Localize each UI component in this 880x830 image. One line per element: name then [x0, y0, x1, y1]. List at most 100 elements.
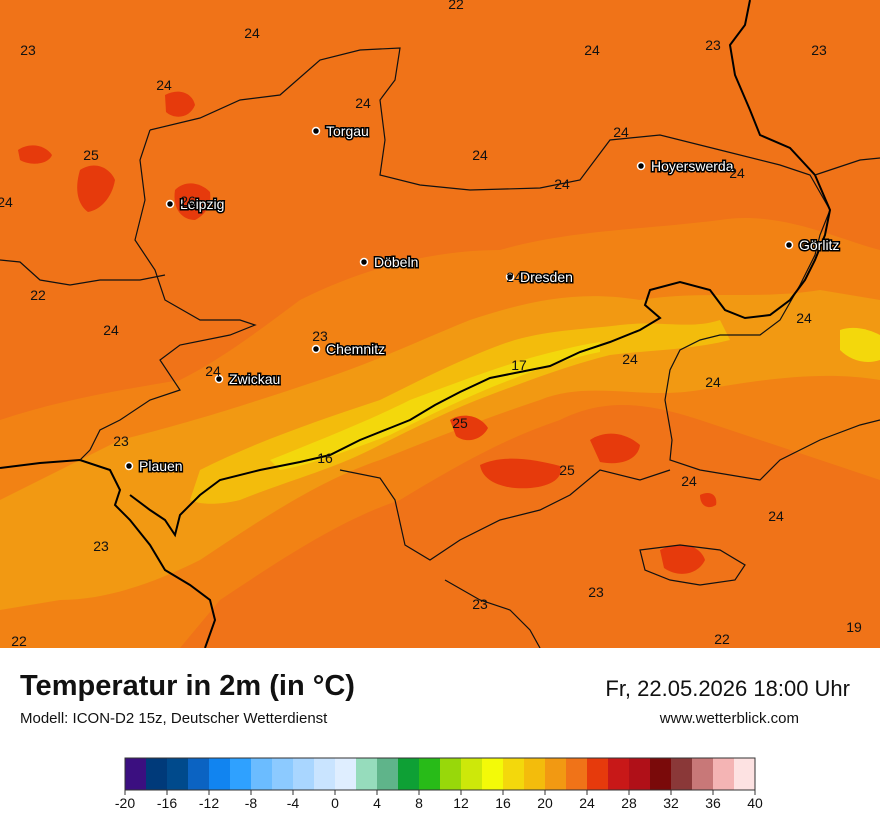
- temperature-value-label: 25: [83, 147, 99, 163]
- temperature-value-label: 22: [448, 0, 464, 12]
- color-legend: -20 -16 -12 -8 -4 0 4 8 12 16 20 24 28 32 36 40: [115, 757, 763, 811]
- temperature-value-label: 23: [20, 42, 36, 58]
- border-west-thuringia: [79, 129, 257, 461]
- temperature-value-label: 24: [613, 124, 629, 140]
- legend-tick-label: 24: [579, 795, 595, 811]
- temp-field-warm-patch-w2: [18, 145, 52, 164]
- temperature-value-label: 24: [506, 269, 522, 285]
- city-label: Döbeln: [374, 254, 418, 270]
- temperature-value-label: 25: [559, 462, 575, 478]
- state-border-saxony: [149, 47, 880, 481]
- legend-swatch: [734, 758, 756, 790]
- temperature-value-label: 23: [93, 538, 109, 554]
- site-url: www.wetterblick.com: [659, 710, 799, 727]
- border-se-region: [639, 544, 746, 586]
- model-source: Modell: ICON-D2 15z, Deutscher Wetterdie…: [20, 710, 328, 727]
- temperature-value-label: 24: [729, 165, 745, 181]
- temp-field-warm-patch-east1: [590, 433, 640, 464]
- city-label: Plauen: [139, 458, 183, 474]
- temp-field-warm-patch-west: [77, 165, 115, 212]
- city-dot: [359, 257, 369, 267]
- legend-swatch: [356, 758, 378, 790]
- legend-swatch: [398, 758, 420, 790]
- border-south-cz2: [444, 579, 541, 648]
- city-label: Görlitz: [799, 237, 839, 253]
- legend-swatch: [335, 758, 357, 790]
- temperature-value-label: 24: [768, 508, 784, 524]
- legend-swatch: [461, 758, 483, 790]
- temperature-value-label: 24: [796, 310, 812, 326]
- temp-field-warm-patch-south: [450, 415, 488, 441]
- legend-swatch: [524, 758, 546, 790]
- legend-tick-label: -16: [157, 795, 177, 811]
- city-marker: Döbeln: [359, 253, 420, 272]
- city-dot: [505, 272, 515, 282]
- temperature-value-label: 24: [103, 322, 119, 338]
- temperature-value-label: 23: [113, 433, 129, 449]
- legend-swatch: [671, 758, 693, 790]
- temp-field-warm-patch-e2: [700, 493, 717, 508]
- legend-tick-label: -8: [245, 795, 258, 811]
- legend-ticks: -20 -16 -12 -8 -4 0 4 8 12 16 20 24 28 32 36 40: [115, 790, 763, 811]
- legend-tick-label: -12: [199, 795, 219, 811]
- city-marker: Leipzig: [165, 195, 226, 214]
- temp-field-17b-band: [840, 327, 880, 362]
- temperature-value-label: 24: [705, 374, 721, 390]
- border-south-cz: [339, 469, 671, 561]
- temperature-value-label: 24: [156, 77, 172, 93]
- city-marker: Hoyerswerda: [636, 157, 735, 176]
- legend-swatch: [125, 758, 147, 790]
- legend-swatch: [293, 758, 315, 790]
- legend-swatch: [314, 758, 336, 790]
- temperature-value-label: 22: [30, 287, 46, 303]
- legend-swatch: [377, 758, 399, 790]
- temperature-value-label: 24: [622, 351, 638, 367]
- legend-swatch: [713, 758, 735, 790]
- temp-field-warm-patch-se: [660, 544, 705, 574]
- city-marker: Görlitz: [784, 236, 841, 255]
- legend-swatch: [503, 758, 525, 790]
- temperature-value-label: 24: [205, 363, 221, 379]
- forecast-datetime: Fr, 22.05.2026 18:00 Uhr: [605, 676, 850, 701]
- legend-tick-label: 40: [747, 795, 763, 811]
- temperature-value-label: 24: [584, 42, 600, 58]
- legend-swatch: [608, 758, 630, 790]
- temperature-value-label: 24: [244, 25, 260, 41]
- legend-swatch: [419, 758, 441, 790]
- temperature-value-label: 25: [452, 415, 468, 431]
- temp-field-21-band: [0, 290, 880, 610]
- legend-swatch: [482, 758, 504, 790]
- legend-tick-label: 12: [453, 795, 469, 811]
- legend-swatch: [650, 758, 672, 790]
- legend-swatch: [146, 758, 168, 790]
- city-label: Hoyerswerda: [651, 158, 734, 174]
- legend-swatch: [251, 758, 273, 790]
- temperature-value-label: 23: [811, 42, 827, 58]
- legend-swatch: [230, 758, 252, 790]
- legend-swatch: [167, 758, 189, 790]
- city-dot: [124, 461, 134, 471]
- temperature-value-label: 22: [11, 633, 27, 648]
- legend-swatch: [629, 758, 651, 790]
- temperature-value-label: 23: [312, 328, 328, 344]
- legend-tick-label: 28: [621, 795, 637, 811]
- city-label: Chemnitz: [326, 341, 385, 357]
- legend-tick-label: 8: [415, 795, 423, 811]
- legend-tick-label: -20: [115, 795, 135, 811]
- legend-frame: [124, 757, 756, 791]
- legend-tick-label: 16: [495, 795, 511, 811]
- country-border-czech-main: [129, 0, 832, 538]
- temperature-value-label: 24: [681, 473, 697, 489]
- legend-tick-label: -4: [287, 795, 300, 811]
- city-layer: Torgau Hoyerswerda Leipzig Görlitz Döbeln Dre…: [124, 122, 841, 476]
- city-marker: Plauen: [124, 457, 184, 476]
- legend-tick-label: 4: [373, 795, 381, 811]
- legend-tick-label: 20: [537, 795, 553, 811]
- city-label: Torgau: [326, 123, 369, 139]
- legend-swatch: [188, 758, 210, 790]
- city-dot: [311, 344, 321, 354]
- legend-swatch: [566, 758, 588, 790]
- city-marker: Dresden: [505, 268, 574, 287]
- temperature-value-label: 26: [180, 193, 196, 209]
- legend-tick-label: 32: [663, 795, 679, 811]
